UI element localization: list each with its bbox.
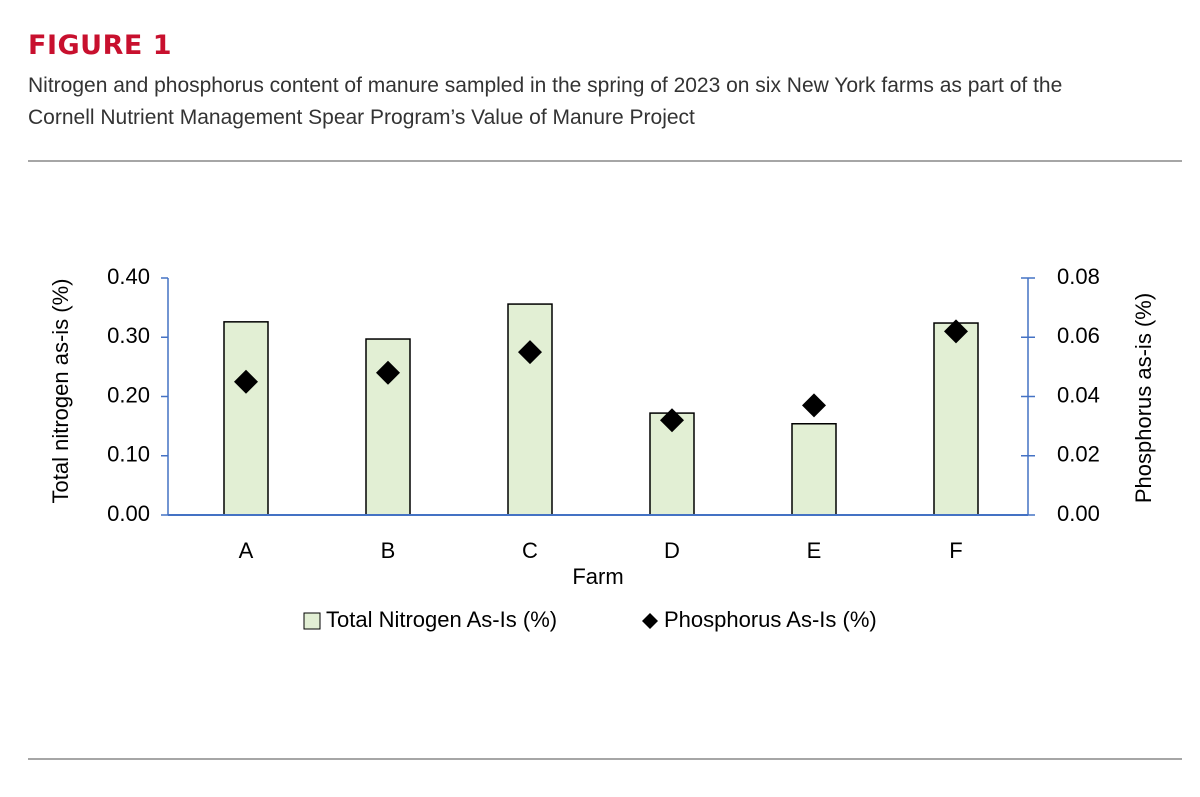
- y2-tick-label: 0.02: [1057, 442, 1100, 467]
- y2-tick-label: 0.08: [1057, 264, 1100, 289]
- y-tick-label: 0.10: [107, 442, 150, 467]
- y-axis-title: Total nitrogen as-is (%): [48, 279, 73, 504]
- chart-title: Nitrogen and phosphorus content of manur…: [28, 74, 1063, 129]
- bar: [223, 321, 269, 516]
- legend-swatch: [303, 612, 321, 630]
- marker: [660, 408, 684, 433]
- y2-tick-label: 0.00: [1057, 501, 1100, 526]
- x-tick-label: F: [949, 538, 962, 563]
- bar: [791, 423, 837, 516]
- marker: [802, 393, 826, 418]
- x-tick-label: B: [381, 538, 396, 563]
- x-tick-label: E: [807, 538, 822, 563]
- y2-tick-label: 0.04: [1057, 382, 1100, 407]
- legend-label: Total Nitrogen As-Is (%): [326, 607, 557, 632]
- y-tick-label: 0.30: [107, 323, 150, 348]
- bar: [933, 322, 979, 516]
- y-tick-label: 0.00: [107, 501, 150, 526]
- x-tick-label: D: [664, 538, 680, 563]
- y2-axis-title: Phosphorus as-is (%): [1131, 293, 1156, 503]
- x-tick-label: A: [239, 538, 254, 563]
- y2-tick-label: 0.06: [1057, 323, 1100, 348]
- figure-label: FIGURE 1: [28, 30, 172, 61]
- marker: [234, 369, 258, 394]
- legend-label: Phosphorus As-Is (%): [664, 607, 877, 632]
- x-axis-title: Farm: [572, 564, 623, 589]
- bar: [507, 303, 553, 516]
- marker: [518, 340, 542, 365]
- marker: [944, 319, 968, 344]
- y-tick-label: 0.40: [107, 264, 150, 289]
- marker: [376, 360, 400, 385]
- legend-swatch: [642, 613, 658, 629]
- x-tick-label: C: [522, 538, 538, 563]
- y-tick-label: 0.20: [107, 382, 150, 407]
